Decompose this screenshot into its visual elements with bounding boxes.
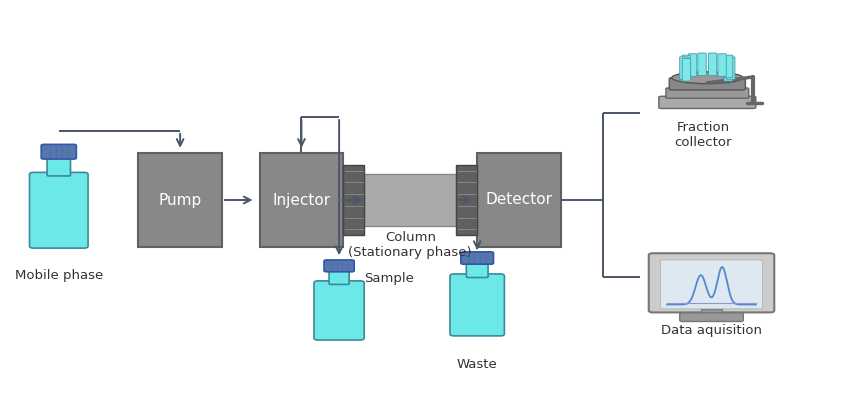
FancyBboxPatch shape bbox=[260, 153, 344, 247]
FancyBboxPatch shape bbox=[457, 165, 477, 235]
Text: Sample: Sample bbox=[365, 272, 414, 285]
FancyBboxPatch shape bbox=[666, 88, 749, 98]
Text: Injector: Injector bbox=[273, 192, 331, 208]
Text: Detector: Detector bbox=[485, 192, 553, 208]
FancyBboxPatch shape bbox=[329, 269, 349, 284]
FancyBboxPatch shape bbox=[682, 58, 690, 81]
FancyBboxPatch shape bbox=[344, 165, 365, 235]
Text: Fraction
collector: Fraction collector bbox=[674, 121, 732, 149]
FancyBboxPatch shape bbox=[649, 253, 774, 312]
FancyBboxPatch shape bbox=[314, 281, 365, 340]
Text: Pump: Pump bbox=[159, 192, 202, 208]
FancyBboxPatch shape bbox=[682, 55, 690, 78]
Text: Data aquisition: Data aquisition bbox=[661, 324, 762, 337]
FancyBboxPatch shape bbox=[724, 55, 733, 78]
FancyBboxPatch shape bbox=[659, 96, 756, 108]
FancyBboxPatch shape bbox=[679, 313, 744, 322]
FancyBboxPatch shape bbox=[679, 57, 688, 79]
FancyBboxPatch shape bbox=[324, 260, 354, 272]
Text: Mobile phase: Mobile phase bbox=[14, 269, 103, 282]
FancyBboxPatch shape bbox=[477, 153, 561, 247]
FancyBboxPatch shape bbox=[138, 153, 222, 247]
FancyBboxPatch shape bbox=[365, 174, 457, 226]
Text: Column
(Stationary phase): Column (Stationary phase) bbox=[349, 231, 472, 259]
FancyBboxPatch shape bbox=[467, 261, 488, 278]
FancyBboxPatch shape bbox=[661, 260, 763, 309]
FancyBboxPatch shape bbox=[461, 252, 494, 264]
Text: Waste: Waste bbox=[457, 358, 498, 371]
FancyBboxPatch shape bbox=[718, 54, 726, 76]
FancyBboxPatch shape bbox=[30, 172, 88, 248]
FancyBboxPatch shape bbox=[724, 58, 733, 81]
FancyBboxPatch shape bbox=[708, 53, 717, 76]
FancyBboxPatch shape bbox=[669, 78, 745, 90]
FancyBboxPatch shape bbox=[47, 156, 71, 176]
FancyBboxPatch shape bbox=[727, 57, 735, 79]
FancyBboxPatch shape bbox=[450, 274, 505, 336]
Ellipse shape bbox=[672, 72, 743, 84]
FancyBboxPatch shape bbox=[698, 53, 706, 76]
FancyBboxPatch shape bbox=[41, 144, 76, 159]
FancyBboxPatch shape bbox=[689, 54, 697, 76]
FancyBboxPatch shape bbox=[701, 309, 722, 315]
